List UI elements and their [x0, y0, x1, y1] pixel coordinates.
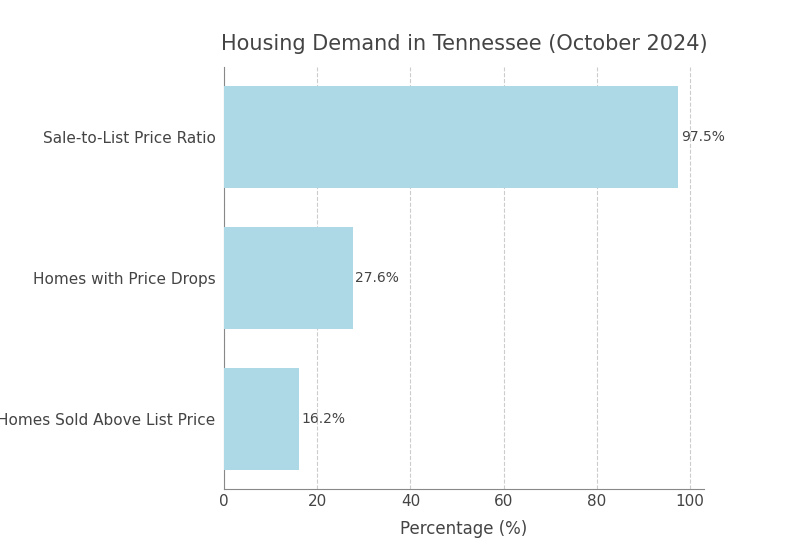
Text: 97.5%: 97.5% [681, 130, 725, 144]
Text: 27.6%: 27.6% [355, 271, 399, 285]
Bar [224, 369, 299, 470]
Text: 16.2%: 16.2% [302, 412, 346, 426]
X-axis label: Percentage (%): Percentage (%) [400, 520, 528, 538]
Bar [224, 227, 353, 329]
Title: Housing Demand in Tennessee (October 2024): Housing Demand in Tennessee (October 202… [221, 34, 707, 54]
Bar [224, 86, 678, 187]
